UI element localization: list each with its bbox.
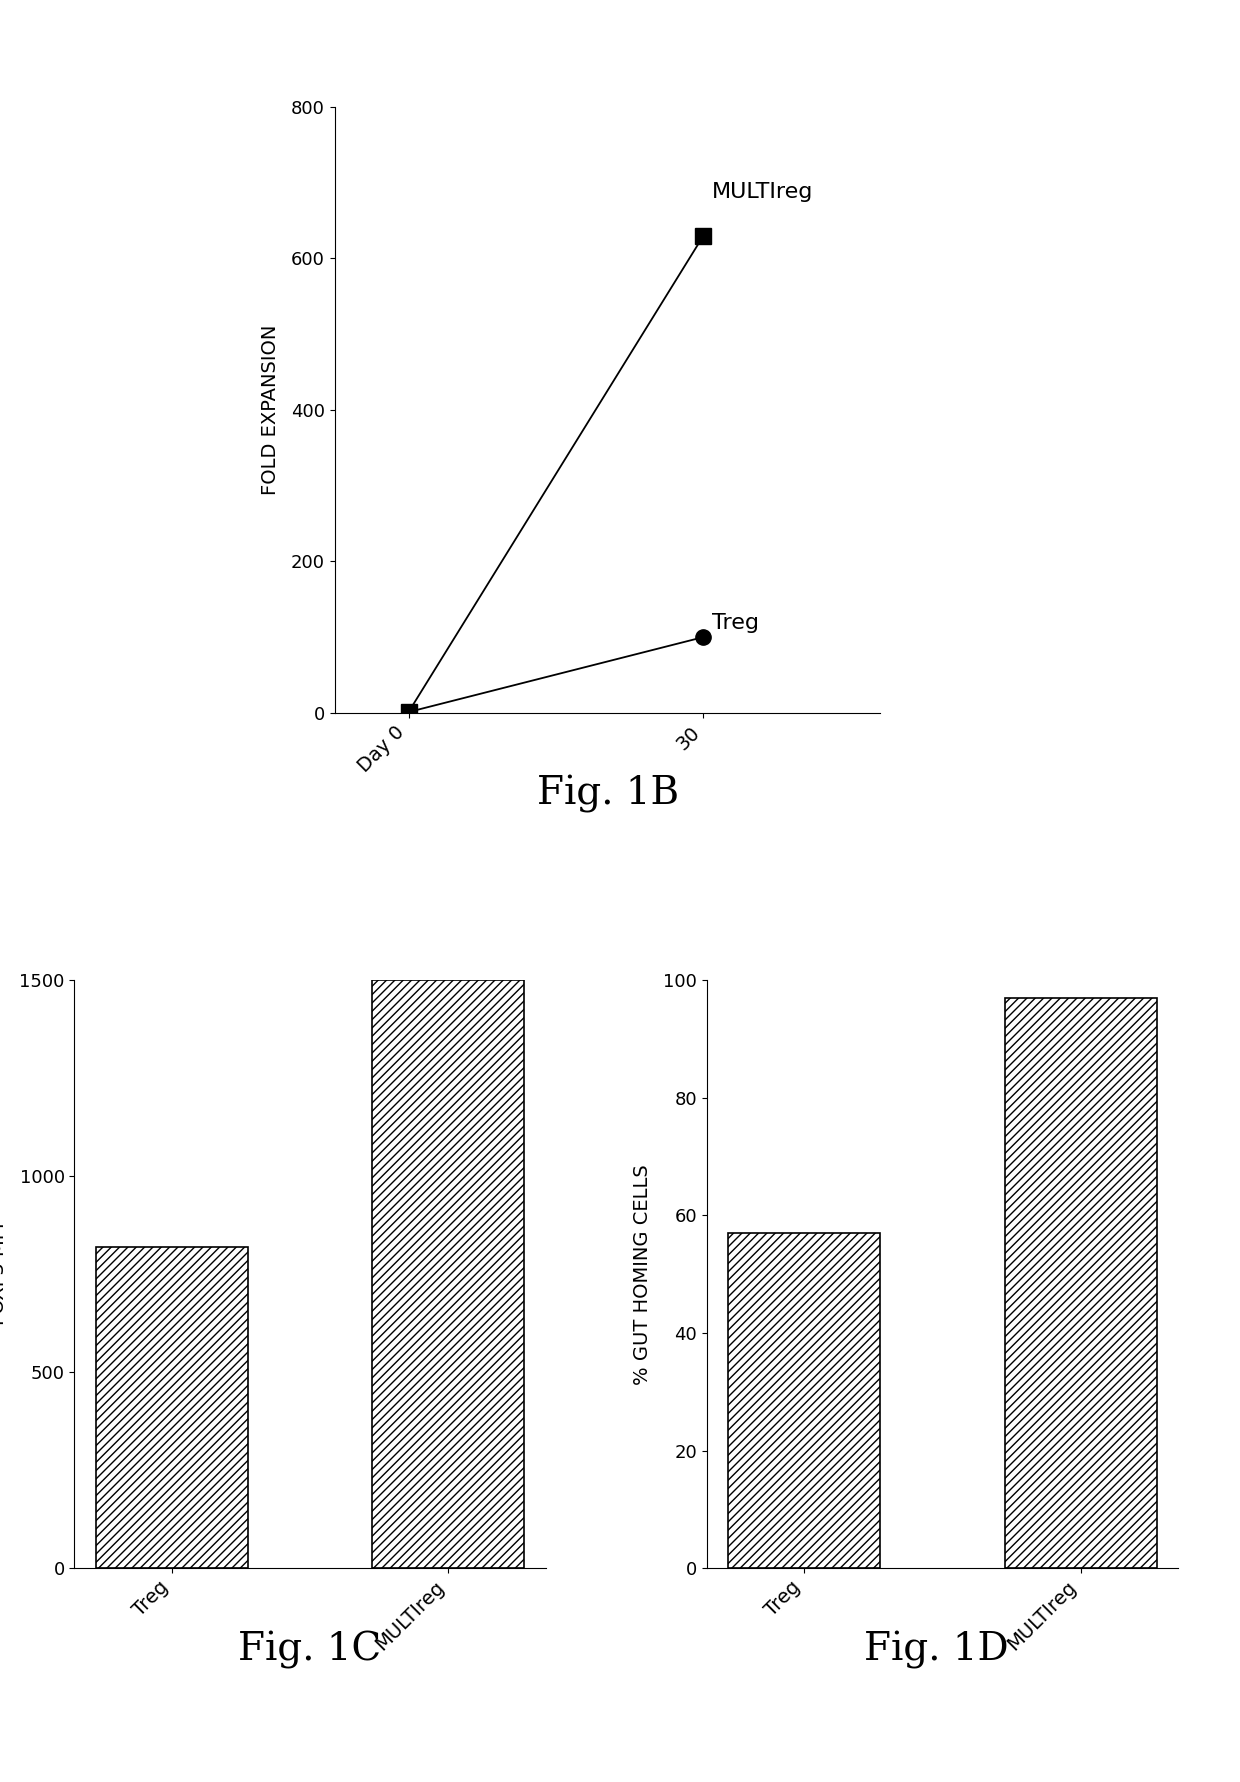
Bar — [372, 980, 525, 1568]
Y-axis label: % GUT HOMING CELLS: % GUT HOMING CELLS — [634, 1164, 652, 1385]
Text: Treg: Treg — [712, 613, 759, 633]
Bar — [1004, 998, 1157, 1568]
Text: Fig. 1B: Fig. 1B — [537, 775, 678, 813]
Text: Fig. 1C: Fig. 1C — [238, 1631, 382, 1668]
Bar — [95, 1247, 248, 1568]
Text: Fig. 1D: Fig. 1D — [864, 1631, 1008, 1668]
Text: MULTIreg: MULTIreg — [712, 182, 813, 201]
Bar — [728, 1233, 880, 1568]
Y-axis label: FOXP3 MFI: FOXP3 MFI — [0, 1222, 9, 1326]
Y-axis label: FOLD EXPANSION: FOLD EXPANSION — [260, 324, 280, 495]
